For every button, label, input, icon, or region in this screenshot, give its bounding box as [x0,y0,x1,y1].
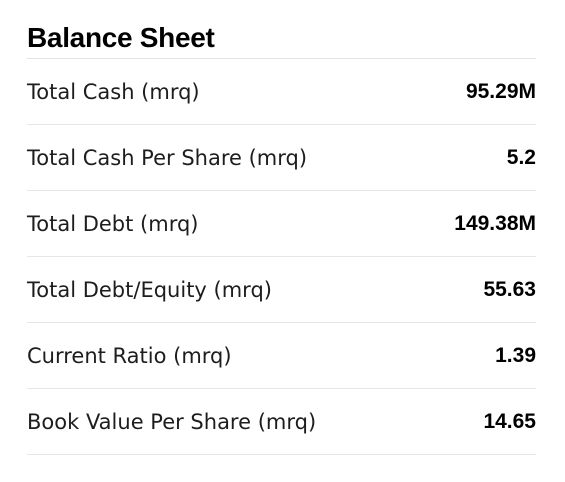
row-label: Current Ratio (mrq) [27,343,232,368]
row-value: 1.39 [495,343,536,367]
row-value: 149.38M [454,211,536,235]
table-row-total-cash: Total Cash (mrq) 95.29M [27,59,536,125]
row-label: Total Cash Per Share (mrq) [27,145,308,170]
row-value: 14.65 [483,409,536,433]
table-row-total-debt: Total Debt (mrq) 149.38M [27,191,536,257]
table-row-book-value-per-share: Book Value Per Share (mrq) 14.65 [27,389,536,455]
row-value: 5.2 [506,145,536,169]
section-title: Balance Sheet [27,22,215,53]
balance-sheet-table: Total Cash (mrq) 95.29M Total Cash Per S… [27,58,536,455]
row-label: Book Value Per Share (mrq) [27,409,317,434]
table-row-total-cash-per-share: Total Cash Per Share (mrq) 5.2 [27,125,536,191]
table-row-total-debt-equity: Total Debt/Equity (mrq) 55.63 [27,257,536,323]
row-value: 55.63 [483,277,536,301]
row-label: Total Debt (mrq) [27,211,199,236]
row-value: 95.29M [465,79,536,103]
balance-sheet-panel: Balance Sheet Total Cash (mrq) 95.29M To… [27,18,536,455]
row-label: Total Cash (mrq) [27,79,200,104]
row-label: Total Debt/Equity (mrq) [27,277,272,302]
table-row-current-ratio: Current Ratio (mrq) 1.39 [27,323,536,389]
